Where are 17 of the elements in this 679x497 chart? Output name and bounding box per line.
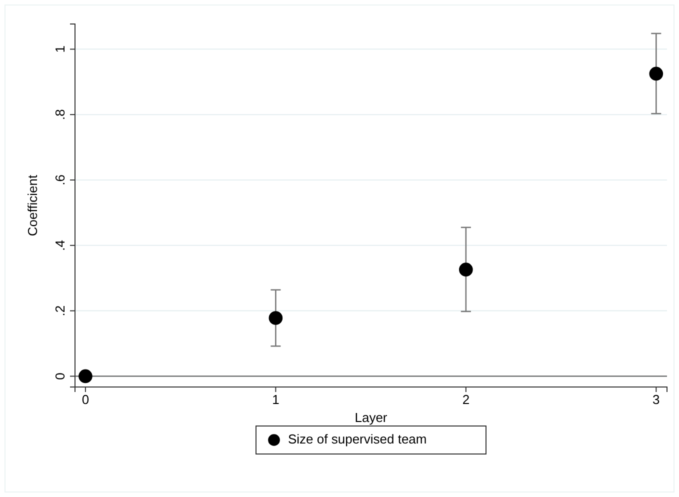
x-tick-label: 0 [82,392,90,408]
y-tick-label: .6 [52,174,68,186]
point [649,66,664,81]
y-tick-label: 0 [52,372,68,380]
x-axis-title: Layer [354,410,388,425]
y-tick-label: .4 [52,240,68,251]
x-tick-label: 2 [462,392,470,408]
y-tick-label: .8 [52,109,68,120]
x-tick-label: 1 [272,392,280,408]
point [268,311,283,325]
x-tick-label: 3 [652,392,660,408]
point [459,262,473,276]
y-tick-label: 1 [52,46,68,53]
y-tick-label: .2 [52,305,68,316]
legend-label: Size of supervised team [288,431,427,446]
point [78,369,92,384]
y-axis-title: Coefficient [25,174,40,236]
